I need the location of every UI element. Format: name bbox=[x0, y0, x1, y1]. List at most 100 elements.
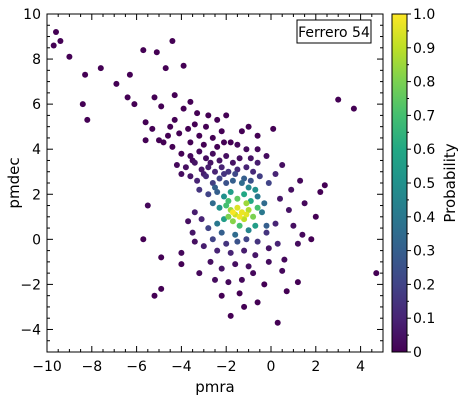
data-point bbox=[259, 209, 265, 216]
data-point bbox=[205, 164, 212, 171]
data-point bbox=[82, 71, 89, 78]
data-point bbox=[277, 195, 283, 202]
y-tick-label: 2 bbox=[32, 187, 41, 203]
colorbar-tick-label: 0.1 bbox=[413, 311, 435, 327]
data-point bbox=[203, 155, 209, 162]
data-point bbox=[232, 231, 239, 238]
data-point bbox=[140, 236, 147, 243]
x-tick-label: 0 bbox=[267, 359, 276, 375]
data-point bbox=[243, 146, 250, 153]
data-point bbox=[50, 42, 57, 49]
data-point bbox=[126, 71, 133, 78]
colorbar-tick-label: 0 bbox=[413, 345, 422, 361]
data-point bbox=[254, 132, 261, 139]
data-point bbox=[227, 312, 234, 319]
colorbar-tick-label: 0.7 bbox=[413, 108, 435, 124]
data-point bbox=[254, 193, 261, 200]
data-point bbox=[124, 94, 131, 101]
y-tick-label: −4 bbox=[20, 322, 41, 338]
data-point bbox=[185, 125, 192, 132]
data-point bbox=[223, 112, 230, 119]
colorbar-tick-label: 0.4 bbox=[413, 210, 435, 226]
data-point bbox=[205, 112, 212, 119]
y-axis-ticks: −4 −2 0 2 4 6 8 10 bbox=[20, 7, 383, 353]
data-point bbox=[241, 247, 248, 254]
data-point bbox=[247, 177, 254, 184]
data-point bbox=[207, 258, 214, 265]
data-point bbox=[218, 229, 225, 236]
data-point bbox=[180, 105, 187, 112]
data-point bbox=[142, 119, 149, 126]
data-point bbox=[321, 182, 328, 189]
data-point bbox=[236, 155, 243, 162]
data-point bbox=[169, 38, 176, 44]
data-point bbox=[196, 186, 203, 193]
data-point bbox=[216, 204, 223, 211]
data-points bbox=[50, 29, 380, 326]
y-tick-label: 8 bbox=[32, 52, 41, 68]
data-point bbox=[131, 101, 138, 108]
data-point bbox=[156, 137, 162, 144]
data-point bbox=[283, 288, 290, 295]
data-point bbox=[274, 319, 281, 326]
data-point bbox=[57, 38, 64, 44]
data-point bbox=[243, 236, 250, 243]
data-point bbox=[214, 247, 221, 254]
data-point bbox=[238, 209, 245, 216]
data-point bbox=[178, 249, 185, 256]
annotation-text: Ferrero 54 bbox=[298, 25, 370, 41]
data-point bbox=[212, 276, 218, 283]
data-point bbox=[142, 137, 149, 144]
data-point bbox=[254, 299, 261, 306]
data-point bbox=[245, 184, 252, 191]
data-point bbox=[252, 252, 259, 259]
data-point bbox=[191, 209, 198, 216]
data-point bbox=[149, 125, 156, 132]
data-point bbox=[158, 254, 165, 261]
data-point bbox=[97, 65, 104, 72]
data-point bbox=[225, 213, 232, 220]
data-point bbox=[221, 216, 227, 223]
data-point bbox=[205, 225, 212, 232]
data-point bbox=[229, 177, 236, 184]
y-tick-label: 10 bbox=[23, 7, 41, 23]
data-point bbox=[180, 62, 187, 69]
data-point bbox=[165, 132, 171, 139]
y-tick-label: 0 bbox=[32, 232, 41, 248]
data-point bbox=[169, 143, 176, 150]
data-point bbox=[194, 110, 201, 117]
data-point bbox=[245, 227, 252, 234]
data-point bbox=[196, 270, 203, 277]
data-point bbox=[223, 240, 230, 247]
data-point bbox=[218, 128, 225, 135]
data-point bbox=[238, 128, 245, 135]
data-point bbox=[290, 222, 297, 229]
data-point bbox=[140, 47, 147, 54]
data-point bbox=[281, 256, 288, 263]
data-point bbox=[297, 177, 304, 184]
colorbar-tick-label: 0.9 bbox=[413, 41, 435, 57]
data-point bbox=[236, 222, 243, 229]
data-point bbox=[245, 263, 252, 270]
data-point bbox=[234, 238, 241, 245]
data-point bbox=[238, 180, 245, 186]
data-point bbox=[234, 141, 241, 148]
data-point bbox=[270, 125, 277, 132]
data-point bbox=[227, 139, 234, 146]
data-point bbox=[84, 116, 91, 123]
colorbar-tick-label: 0.8 bbox=[413, 75, 435, 91]
data-point bbox=[53, 29, 59, 35]
data-point bbox=[263, 222, 270, 229]
data-point bbox=[187, 98, 194, 105]
data-point bbox=[209, 236, 216, 243]
data-point bbox=[285, 207, 292, 213]
data-point bbox=[229, 159, 236, 166]
data-point bbox=[173, 162, 180, 168]
data-point bbox=[229, 209, 236, 216]
data-point bbox=[234, 195, 241, 202]
annotation-box: Ferrero 54 bbox=[296, 19, 372, 44]
data-point bbox=[218, 292, 225, 299]
data-point bbox=[187, 153, 194, 159]
data-point bbox=[216, 157, 223, 164]
data-point bbox=[294, 240, 301, 247]
